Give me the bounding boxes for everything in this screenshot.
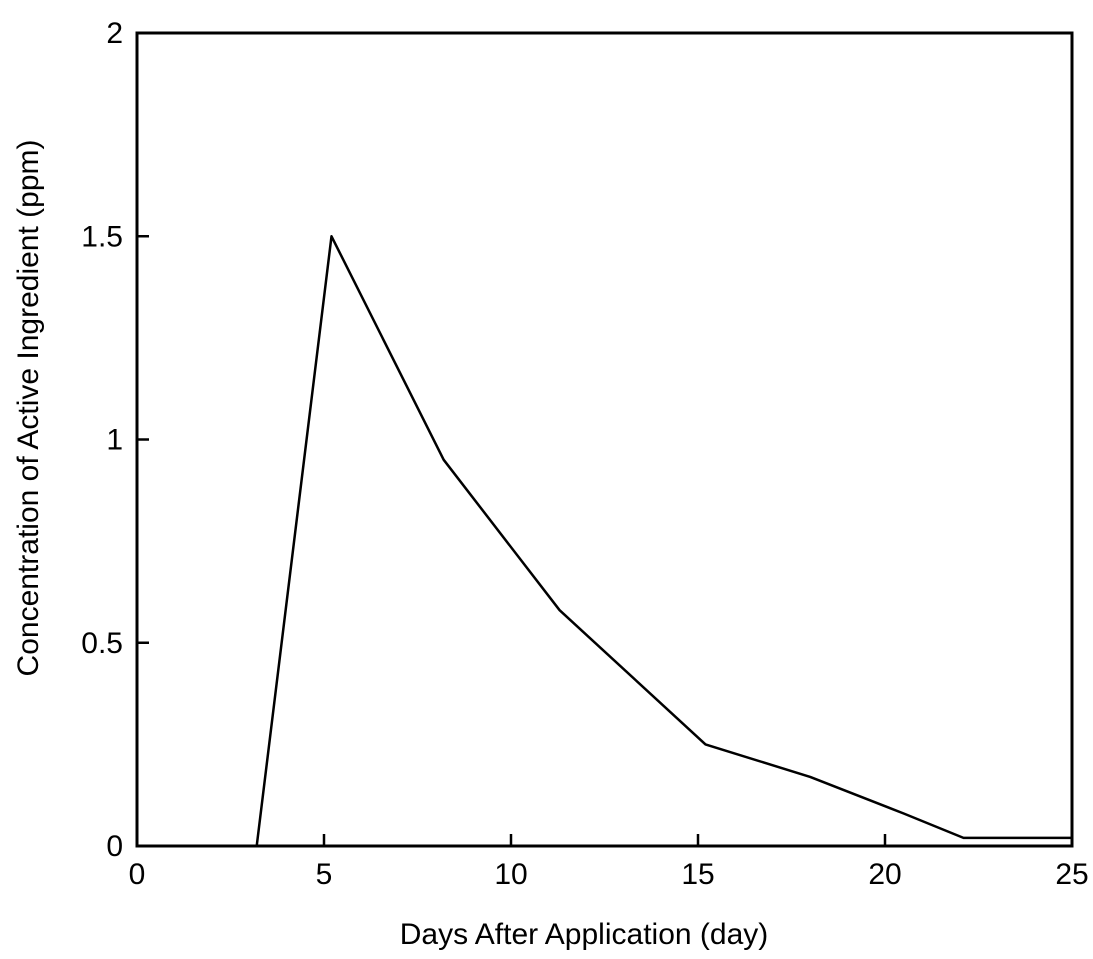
series-line [255,235,1072,847]
y-axis-ticks [137,31,149,848]
x-tick-label: 0 [129,858,146,891]
y-tick-label: 1 [106,424,123,457]
y-tick-label: 2 [106,17,123,50]
x-axis-title: Days After Application (day) [400,918,769,951]
y-axis-title: Concentration of Active Ingredient (ppm) [12,140,45,677]
x-tick-label: 15 [681,858,714,891]
x-axis-tick-labels: 0 5 10 15 20 25 [129,858,1089,891]
y-axis-tick-labels: 0 0.5 1 1.5 2 [81,17,123,863]
y-tick-label: 1.5 [81,220,123,253]
x-tick-label: 25 [1055,858,1088,891]
y-tick-label: 0.5 [81,627,123,660]
plot-frame [135,31,1074,848]
y-tick-label: 0 [106,830,123,863]
x-tick-label: 10 [494,858,527,891]
x-tick-label: 5 [316,858,333,891]
x-tick-label: 20 [868,858,901,891]
x-axis-ticks [135,834,1074,846]
